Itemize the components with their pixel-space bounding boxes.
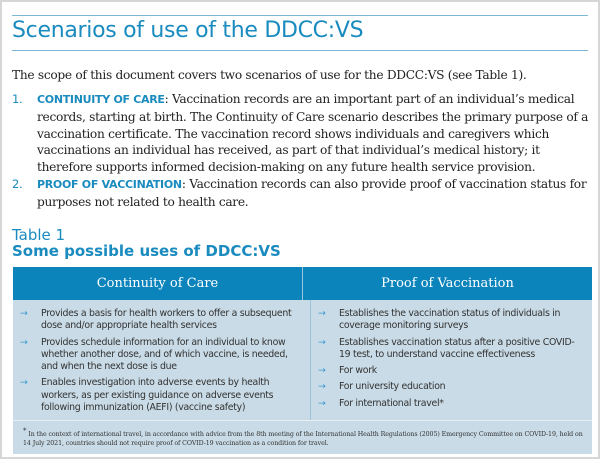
table-item-text: Provides a basis for health workers to o… [41,308,292,332]
table-item-text: For university education [339,381,446,393]
arrow-right-icon: → [20,377,28,389]
footnote-text: In the context of international travel, … [23,431,583,448]
table-item-text: For work [339,365,377,377]
arrow-right-icon: → [318,365,326,377]
continuity-column: → Provides a basis for health workers to … [13,300,311,420]
arrow-right-icon: → [318,308,326,319]
table-list-item: → Establishes vaccination status after a … [311,337,584,362]
header-proof-of-vaccination: Proof of Vaccination [381,276,514,291]
uses-table: Continuity of Care Proof of Vaccination … [13,267,592,454]
list-number: 1. [12,92,23,106]
scenario-list: 1. CONTINUITY OF CARE: Vaccination record… [12,91,592,211]
footnote-mark: * [23,427,27,435]
arrow-right-icon: → [318,336,326,348]
page-title: Scenarios of use of the DDCC:VS [12,18,364,43]
table-list-item: → Establishes the vaccination status of i… [311,308,584,333]
table-item-text: Establishes the vaccination status of in… [339,308,561,332]
list-item: 2. PROOF OF VACCINATION: Vaccination reco… [12,176,592,211]
list-number: 2. [12,176,23,191]
table-list-item: → For university education [311,381,584,393]
table-footnote: * In the context of international travel… [13,421,592,454]
table-list-item: → For work [311,365,584,377]
table-list-item: → Provides a basis for health workers to … [13,308,302,333]
header-continuity-of-care: Continuity of Care [13,267,303,300]
table-caption: Some possible uses of DDCC:VS [12,242,281,260]
table-item-text: For international travel* [339,397,444,409]
table-list-item: → Provides schedule information for an in… [13,337,302,374]
arrow-right-icon: → [20,336,28,348]
table-body: → Provides a basis for health workers to … [13,300,592,421]
table-item-text: Establishes vaccination status after a p… [339,336,575,360]
top-rule [12,15,588,16]
table-item-text: Provides schedule information for an ind… [41,336,288,373]
arrow-right-icon: → [318,381,326,393]
scenario-keyword: PROOF OF VACCINATION [37,177,182,191]
intro-text: The scope of this document covers two sc… [12,68,527,82]
table-header: Continuity of Care Proof of Vaccination [13,267,592,300]
arrow-right-icon: → [318,397,326,409]
table-item-text: Enables investigation into adverse event… [41,377,274,414]
scenario-keyword: CONTINUITY OF CARE [37,93,165,106]
scenario-text: : Vaccination records can also provide p… [37,176,587,209]
scenario-text: : Vaccination records are an important p… [37,92,589,175]
table-label: Table 1 [12,226,66,244]
arrow-right-icon: → [20,308,28,319]
table-list-item: → Enables investigation into adverse even… [13,377,302,414]
proof-column: → Establishes the vaccination status of i… [311,300,592,420]
list-item: 1. CONTINUITY OF CARE: Vaccination record… [12,91,592,176]
title-rule [12,50,588,51]
table-list-item: → For international travel* [311,398,584,410]
